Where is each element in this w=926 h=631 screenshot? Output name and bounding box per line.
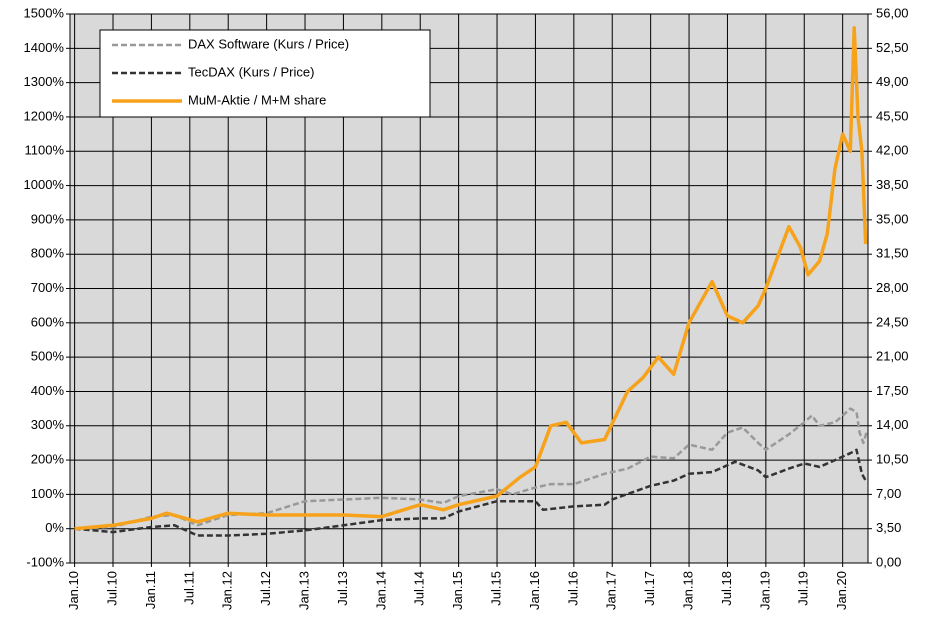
x-tick-label: Jul.12 (258, 571, 273, 606)
x-tick-label: Jan.11 (143, 571, 158, 609)
y2-tick-label: 35,00 (876, 211, 909, 226)
y-tick-label: 0% (45, 520, 64, 535)
x-tick-label: Jan.10 (66, 571, 81, 610)
y2-tick-label: 24,50 (876, 314, 909, 329)
legend: DAX Software (Kurs / Price) TecDAX (Kurs … (99, 29, 431, 118)
y-tick-label: 500% (31, 349, 65, 364)
x-tick-label: Jan.15 (450, 571, 465, 610)
x-tick-label: Jan.14 (373, 571, 388, 610)
x-tick-label: Jan.13 (296, 571, 311, 610)
y2-tick-label: 14,00 (876, 417, 909, 432)
y-tick-label: -100% (26, 554, 64, 569)
x-tick-label: Jul.18 (719, 571, 734, 606)
y-tick-label: 1400% (24, 40, 65, 55)
y2-tick-label: 42,00 (876, 143, 909, 158)
y-tick-label: 400% (31, 383, 65, 398)
x-tick-label: Jan.16 (527, 571, 542, 610)
series-line (74, 448, 867, 537)
x-tick-label: Jan.20 (834, 571, 849, 610)
x-tick-label: Jul.14 (412, 571, 427, 606)
series-line (74, 25, 868, 531)
y2-tick-label: 21,00 (876, 349, 909, 364)
x-tick-label: Jul.15 (488, 571, 503, 606)
legend-label: TecDAX (Kurs / Price) (188, 64, 314, 79)
y-tick-label: 1300% (24, 74, 65, 89)
x-tick-label: Jul.11 (181, 571, 196, 605)
y-tick-label: 1100% (24, 143, 64, 158)
y-tick-label: 200% (31, 452, 65, 467)
x-tick-label: Jul.19 (796, 571, 811, 606)
y-tick-label: 1200% (24, 108, 65, 123)
y2-tick-label: 38,50 (876, 177, 909, 192)
series-line (74, 407, 868, 530)
y-tick-label: 300% (31, 417, 65, 432)
y-tick-label: 600% (31, 314, 65, 329)
y2-tick-label: 28,00 (876, 280, 909, 295)
y-tick-label: 1000% (24, 177, 65, 192)
y2-tick-label: 31,50 (876, 246, 909, 261)
x-tick-label: Jul.16 (565, 571, 580, 606)
y2-tick-label: 49,00 (876, 74, 909, 89)
legend-label: MuM-Aktie / M+M share (188, 92, 326, 107)
x-tick-label: Jan.18 (680, 571, 695, 610)
y2-tick-label: 7,00 (876, 486, 901, 501)
y2-tick-label: 10,50 (876, 452, 909, 467)
y-tick-label: 800% (31, 246, 65, 261)
y2-tick-label: 0,00 (876, 554, 901, 569)
x-tick-label: Jan.12 (220, 571, 235, 610)
y-tick-label: 100% (31, 486, 65, 501)
y2-tick-label: 17,50 (876, 383, 909, 398)
x-tick-label: Jan.17 (604, 571, 619, 610)
x-tick-label: Jul.13 (335, 571, 350, 606)
y2-tick-label: 45,50 (876, 108, 909, 123)
x-tick-label: Jul.17 (642, 571, 657, 606)
legend-label: DAX Software (Kurs / Price) (188, 36, 349, 51)
y-tick-label: 700% (31, 280, 65, 295)
y-tick-label: 1500% (24, 5, 65, 20)
y-tick-label: 900% (31, 211, 65, 226)
y2-tick-label: 56,00 (876, 5, 909, 20)
y2-tick-label: 52,50 (876, 40, 909, 55)
x-tick-label: Jul.10 (104, 571, 119, 606)
x-tick-label: Jan.19 (757, 571, 772, 610)
y2-tick-label: 3,50 (876, 520, 901, 535)
